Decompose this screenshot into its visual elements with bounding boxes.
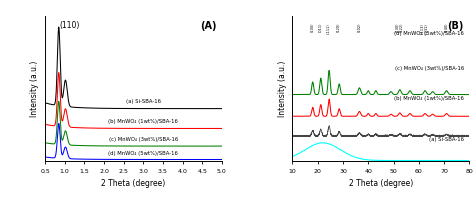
Text: (a) Si-SBA-16: (a) Si-SBA-16 xyxy=(429,137,464,142)
Text: (120): (120) xyxy=(337,23,341,32)
Y-axis label: Intensity (a.u.): Intensity (a.u.) xyxy=(278,61,287,117)
Text: (110): (110) xyxy=(60,21,80,30)
X-axis label: 2 Theta (degree): 2 Theta (degree) xyxy=(101,179,165,188)
Text: (011): (011) xyxy=(319,23,323,32)
Text: (b) MnWO₄ (1wt%)/SBA-16: (b) MnWO₄ (1wt%)/SBA-16 xyxy=(108,119,178,124)
Text: (a) Si-SBA-16: (a) Si-SBA-16 xyxy=(126,99,161,104)
Text: (b) MnWO₄ (1wt%)/SBA-16: (b) MnWO₄ (1wt%)/SBA-16 xyxy=(394,96,464,101)
Text: (-111): (-111) xyxy=(327,23,331,33)
Text: (c) MnWO₄ (3wt%)/SBA-16: (c) MnWO₄ (3wt%)/SBA-16 xyxy=(109,137,178,142)
Text: (-113)
(-231): (-113) (-231) xyxy=(421,23,429,33)
X-axis label: 2 Theta (degree): 2 Theta (degree) xyxy=(349,179,413,188)
Y-axis label: Intensity (a.u.): Intensity (a.u.) xyxy=(30,61,39,117)
Text: (100): (100) xyxy=(310,23,315,32)
Text: (d) MnWO₄ (5wt%)/SBA-16: (d) MnWO₄ (5wt%)/SBA-16 xyxy=(108,151,178,156)
Text: (102): (102) xyxy=(357,23,361,32)
Text: (130)
(122): (130) (122) xyxy=(396,23,404,32)
Text: (A): (A) xyxy=(200,21,217,31)
Text: (B): (B) xyxy=(447,21,464,31)
Text: (d) MnWO₄ (5wt%)/SBA-16: (d) MnWO₄ (5wt%)/SBA-16 xyxy=(394,31,464,36)
Text: (140): (140) xyxy=(445,23,448,32)
Text: (c) MnWO₄ (3wt%)/SBA-16: (c) MnWO₄ (3wt%)/SBA-16 xyxy=(395,66,464,71)
